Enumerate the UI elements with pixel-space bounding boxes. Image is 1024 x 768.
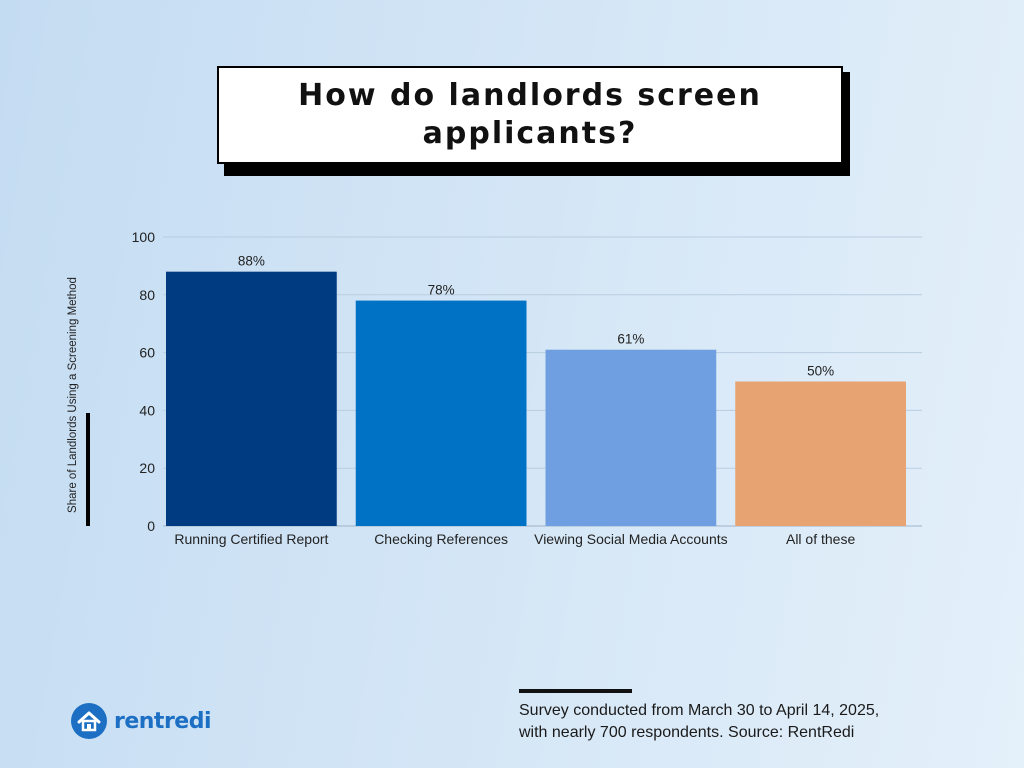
- y-axis-label-accent: [86, 413, 90, 526]
- x-tick-label: Viewing Social Media Accounts: [534, 531, 728, 547]
- y-tick-label: 100: [132, 229, 156, 245]
- y-tick-label: 60: [139, 345, 155, 361]
- footer-line-1: Survey conducted from March 30 to April …: [519, 702, 880, 719]
- title-box: How do landlords screen applicants?: [217, 66, 843, 164]
- x-tick-label: Running Certified Report: [174, 531, 328, 547]
- chart-title: How do landlords screen applicants?: [298, 78, 762, 151]
- footer-line-2: with nearly 700 respondents. Source: Ren…: [519, 724, 855, 741]
- data-label: 61%: [617, 332, 644, 347]
- bar: [166, 271, 337, 526]
- y-tick-label: 40: [139, 402, 155, 418]
- bar: [355, 300, 527, 526]
- y-tick-label: 80: [139, 287, 155, 303]
- data-label: 78%: [428, 283, 455, 298]
- house-logo-icon: [71, 703, 107, 739]
- y-axis-label: Share of Landlords Using a Screening Met…: [67, 277, 79, 513]
- footer-note: Survey conducted from March 30 to April …: [519, 700, 939, 744]
- x-tick-label: Checking References: [374, 531, 508, 547]
- data-label: 88%: [238, 254, 265, 269]
- footer-divider: [519, 689, 632, 693]
- y-tick-label: 20: [139, 460, 155, 476]
- bar: [735, 381, 906, 526]
- logo-text: rentredi: [114, 708, 212, 734]
- bar: [545, 349, 717, 526]
- rentredi-logo: rentredi: [70, 702, 212, 740]
- x-tick-label: All of these: [786, 531, 855, 547]
- y-tick-label: 0: [147, 518, 155, 534]
- data-label: 50%: [807, 364, 834, 379]
